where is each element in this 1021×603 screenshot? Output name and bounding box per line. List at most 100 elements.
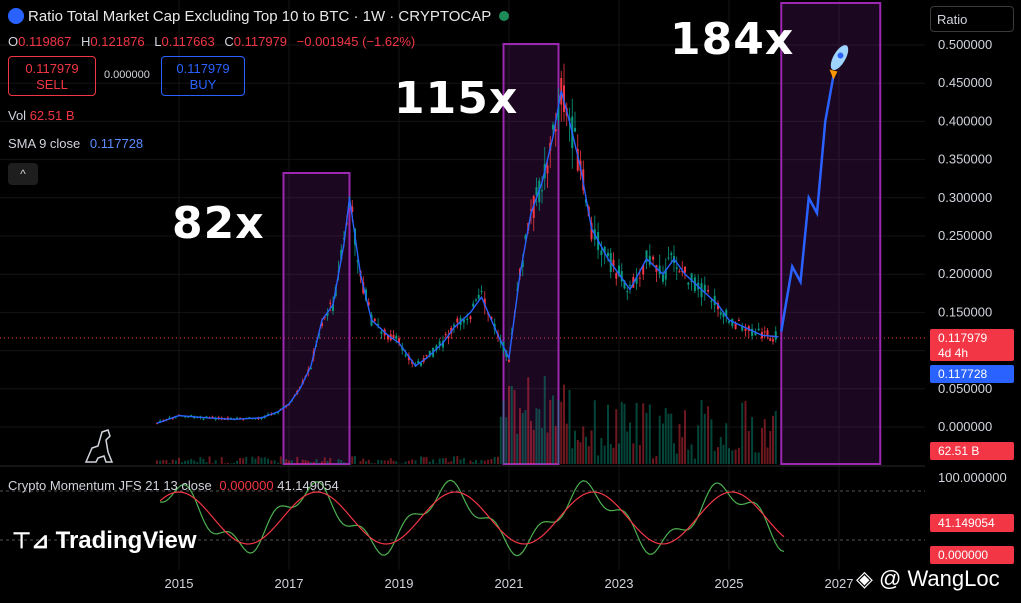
tradingview-mark-icon: ⊤⊿	[12, 528, 50, 553]
dinosaur-icon	[84, 429, 114, 463]
volume-bar	[673, 443, 675, 464]
volume-bar	[667, 413, 670, 464]
volume-bar	[623, 403, 626, 464]
volume-bar	[719, 437, 722, 464]
oscillator	[0, 479, 925, 557]
volume-bar	[422, 457, 425, 464]
volume-bar	[675, 453, 678, 464]
collapse-legend-button[interactable]: ^	[8, 163, 38, 185]
volume-bar	[310, 462, 312, 464]
volume-bar	[236, 460, 239, 464]
volume-bar	[340, 460, 343, 464]
volume-bar	[560, 401, 563, 464]
volume-bar	[469, 460, 472, 464]
highlight-boxes	[282, 2, 882, 465]
volume-bar	[543, 375, 546, 464]
chart-decorations	[84, 45, 849, 463]
candle-body	[612, 259, 615, 267]
candle-body	[576, 149, 579, 171]
chevron-up-icon: ^	[20, 167, 26, 181]
volume-bar	[178, 457, 180, 464]
annotation-115x: 115x	[394, 73, 519, 124]
close-price-badge-text: 0.117979	[938, 331, 987, 345]
watermark: ◈ @ WangLoc	[856, 566, 1000, 591]
volume-bar	[196, 462, 199, 464]
candle-body	[629, 284, 631, 286]
osc-badge-b	[930, 546, 1014, 564]
candle-body	[326, 312, 329, 316]
volume-bar	[383, 460, 386, 464]
volume-bar	[359, 461, 362, 464]
volume-legend[interactable]: Vol 62.51 B	[8, 108, 75, 123]
candle-body	[404, 354, 407, 357]
candle-body	[623, 280, 626, 289]
volume-bar	[648, 404, 651, 464]
candle-body	[751, 328, 754, 336]
buy-button[interactable]: 0.117979 BUY	[161, 56, 245, 96]
volume-bar	[483, 460, 486, 464]
candle-body	[472, 303, 475, 307]
osc-fast-line	[159, 479, 785, 557]
candle-body	[475, 299, 477, 301]
volume-bar	[442, 458, 444, 464]
tradingview-logo: ⊤⊿ TradingView	[12, 527, 197, 554]
candle-body	[466, 318, 469, 320]
volume-bar	[472, 462, 475, 464]
volume-bar	[590, 430, 593, 464]
volume-bar	[609, 444, 612, 464]
volume-bar	[761, 428, 763, 464]
sma-line	[156, 90, 779, 424]
candle-body	[462, 319, 465, 323]
x-tick-label: 2017	[275, 576, 304, 591]
volume-bar	[193, 460, 196, 464]
candle-body	[728, 321, 730, 323]
volume-bar	[380, 460, 383, 464]
volume-bar	[626, 431, 629, 464]
volume-bar	[444, 457, 447, 464]
candle-body	[447, 336, 450, 339]
volume-bar	[728, 448, 730, 464]
volume-bar	[208, 456, 211, 464]
candle-body	[772, 339, 774, 342]
sell-button[interactable]: 0.117979 SELL	[8, 56, 96, 96]
volume-bar	[741, 402, 744, 464]
candle-body	[707, 289, 710, 292]
rocket-window	[837, 52, 844, 59]
volume-bar	[159, 460, 162, 464]
sma-legend[interactable]: SMA 9 close 0.117728	[8, 136, 144, 151]
candle-body	[554, 129, 557, 132]
volume-bar	[568, 389, 571, 464]
candle-body	[310, 368, 312, 370]
y-tick-label: 0.500000	[938, 37, 992, 52]
volume-bar	[223, 463, 226, 464]
cryptocap-logo-icon	[8, 8, 24, 24]
axis-scale-button[interactable]: Ratio	[930, 6, 1014, 32]
candle-body	[428, 350, 431, 357]
volume-bar	[563, 384, 565, 464]
candle-body	[541, 190, 543, 192]
volume-bar	[273, 460, 276, 464]
volume-bar	[348, 463, 351, 464]
volume-bar	[304, 460, 307, 464]
volume-bar	[538, 409, 541, 464]
sma-badge-text: 0.117728	[938, 367, 987, 381]
volume-bar	[754, 452, 757, 464]
volume-bar	[497, 456, 499, 464]
volume-bar	[541, 428, 543, 464]
volume-bar	[552, 395, 554, 464]
volume-bar	[432, 459, 435, 464]
ohlc-row: O0.119867 H0.121876 L0.117663 C0.117979 …	[8, 34, 416, 49]
osc-axis-label: 100.000000	[938, 470, 1007, 485]
candle-body	[681, 271, 684, 273]
volume-bar	[162, 460, 165, 464]
volume-badge	[930, 442, 1014, 460]
candle-body	[417, 360, 420, 364]
volume-bar	[652, 458, 655, 464]
chart-title: Ratio Total Market Cap Excluding Top 10 …	[8, 8, 510, 25]
volume-bar	[202, 458, 205, 464]
volume-bars	[156, 375, 777, 464]
candle-body	[469, 316, 472, 320]
volume-bar	[505, 417, 508, 464]
indicator-legend[interactable]: Crypto Momentum JFS 21 13 close 0.000000…	[8, 478, 339, 493]
volume-bar	[401, 463, 404, 464]
